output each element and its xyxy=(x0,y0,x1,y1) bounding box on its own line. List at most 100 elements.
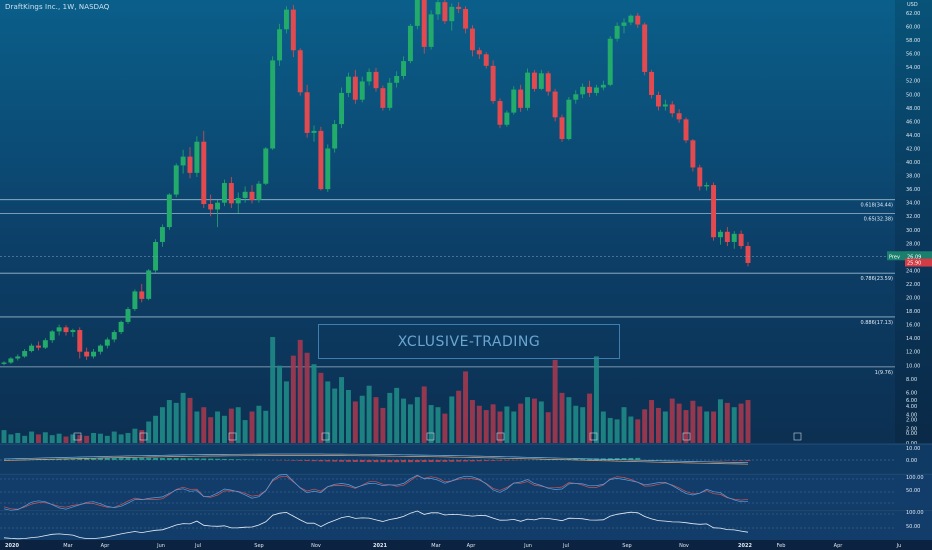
candle-body xyxy=(483,54,489,66)
candle-body xyxy=(8,358,14,363)
candle-body xyxy=(63,327,69,333)
volume-bar xyxy=(566,397,572,443)
volume-bar xyxy=(49,435,55,443)
macd-histogram-bar xyxy=(208,458,214,460)
candle-body xyxy=(235,197,241,204)
candle-body xyxy=(525,72,531,108)
volume-bar xyxy=(325,381,331,443)
macd-histogram-bar xyxy=(587,458,593,460)
volume-bar xyxy=(235,407,241,443)
price-tick-label: 24.00 xyxy=(906,268,920,274)
candle-body xyxy=(600,84,606,88)
time-tick-label: Jul xyxy=(194,543,201,549)
volume-bar xyxy=(476,405,482,443)
time-tick-label: 2020 xyxy=(5,543,19,549)
candle-body xyxy=(153,241,159,271)
macd-histogram-bar xyxy=(463,460,469,462)
earnings-marker xyxy=(793,432,802,441)
macd-histogram-bar xyxy=(125,457,131,460)
candle-body xyxy=(318,130,324,190)
price-tick-label: 42.00 xyxy=(906,146,920,152)
volume-bar xyxy=(607,417,613,443)
volume-bar xyxy=(29,431,35,443)
candle-body xyxy=(401,61,407,76)
time-tick-label: Mar xyxy=(431,543,441,549)
candle-body xyxy=(91,351,97,357)
volume-bar xyxy=(297,339,303,443)
volume-bar xyxy=(256,405,262,443)
volume-bar xyxy=(738,403,744,443)
macd-histogram-bar xyxy=(373,460,379,463)
volume-bar xyxy=(111,431,117,443)
macd-histogram-bar xyxy=(635,457,641,460)
macd-histogram-bar xyxy=(407,460,413,463)
candle-body xyxy=(215,202,221,210)
volume-bar xyxy=(242,420,248,443)
price-tick-label: 28.00 xyxy=(906,241,920,247)
volume-bar xyxy=(15,432,21,443)
candle-body xyxy=(277,29,283,61)
candle-body xyxy=(270,60,276,149)
candle-body xyxy=(593,87,599,93)
candle-body xyxy=(194,141,200,173)
macd-histogram-bar xyxy=(63,458,69,460)
macd-histogram-bar xyxy=(483,460,489,462)
watermark-box: XCLUSIVE-TRADING xyxy=(318,324,620,359)
candle-body xyxy=(173,165,179,195)
volume-bar xyxy=(525,397,531,443)
candle-body xyxy=(669,104,675,114)
volume-bar xyxy=(414,397,420,443)
macd-histogram-bar xyxy=(469,460,475,462)
fib-level-label: 0.618(34.44) xyxy=(860,203,893,209)
candle-body xyxy=(421,0,427,47)
candle-body xyxy=(587,86,593,93)
price-badge-2 xyxy=(905,258,932,267)
candle-body xyxy=(104,339,110,346)
price-tick-label: 14.00 xyxy=(906,336,920,342)
volume-bar xyxy=(621,407,627,443)
candle-body xyxy=(380,88,386,108)
volume-bar xyxy=(153,415,159,443)
candle-body xyxy=(1,362,7,364)
candle-body xyxy=(449,6,455,22)
volume-bar xyxy=(580,407,586,443)
time-tick-label: Jun xyxy=(523,543,532,549)
volume-bar xyxy=(332,388,338,443)
candle-body xyxy=(22,351,28,357)
candle-body xyxy=(35,345,41,348)
volume-bar xyxy=(662,411,668,443)
volume-bar xyxy=(387,392,393,443)
candle-body xyxy=(469,28,475,51)
candle-body xyxy=(201,141,207,205)
volume-bar xyxy=(187,397,193,443)
indicator-panel xyxy=(0,510,932,540)
volume-bar xyxy=(704,411,710,443)
candle-body xyxy=(628,15,634,23)
candle-body xyxy=(15,356,21,359)
indicator-tick-label: 0.00 xyxy=(906,458,917,464)
candle-body xyxy=(242,191,248,198)
price-axis-panel xyxy=(895,0,932,443)
candle-body xyxy=(566,99,572,139)
volume-bar xyxy=(614,419,620,443)
time-tick-label: Mar xyxy=(63,543,73,549)
volume-bar xyxy=(249,411,255,443)
price-tick-label: 34.00 xyxy=(906,201,920,207)
symbol-label: DraftKings Inc., 1W, NASDAQ xyxy=(5,3,110,11)
candle-body xyxy=(518,89,524,108)
candle-body xyxy=(745,246,751,263)
price-tick-label: 18.00 xyxy=(906,309,920,315)
price-badge-prev xyxy=(887,251,909,261)
price-badge-2-label: 25.90 xyxy=(907,261,921,267)
candle-body xyxy=(655,94,661,107)
earnings-marker xyxy=(589,432,598,441)
candle-body xyxy=(125,309,131,322)
candle-body xyxy=(359,81,365,100)
price-tick-label: 56.00 xyxy=(906,52,920,58)
volume-bar xyxy=(394,387,400,443)
earnings-marker xyxy=(496,432,505,441)
indicator-panel xyxy=(0,474,932,509)
candle-body xyxy=(42,340,48,348)
